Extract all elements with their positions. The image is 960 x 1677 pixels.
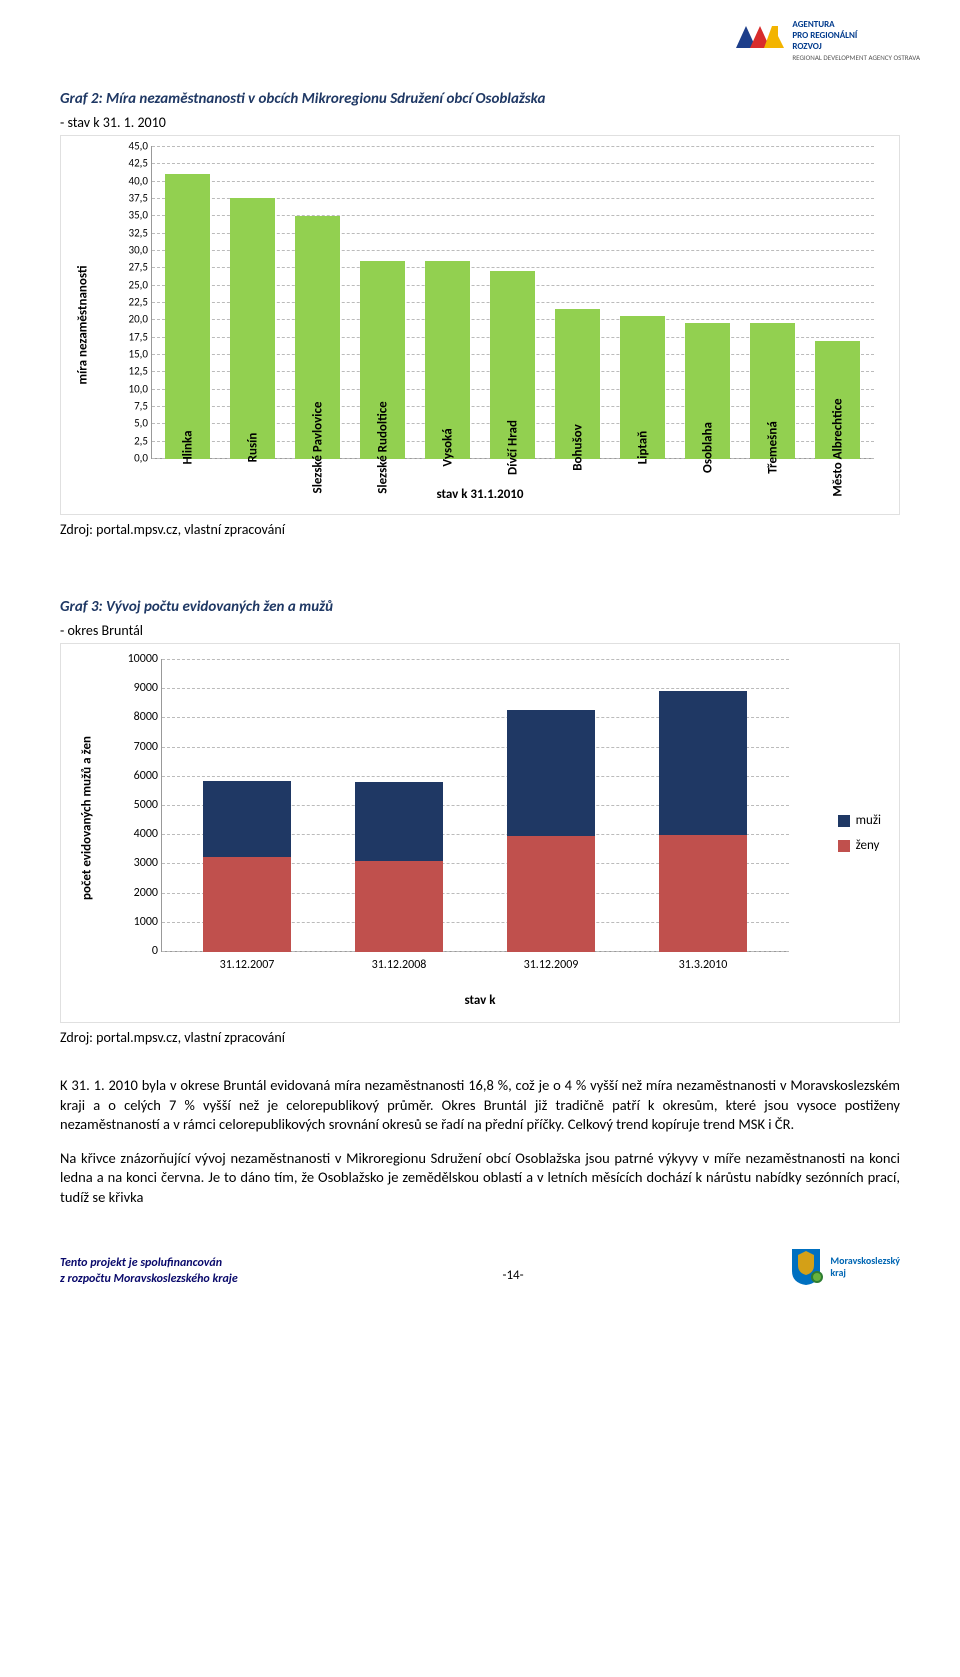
chart1-bar: Bohušov [555,309,601,459]
chart1: míra nezaměstnanosti 0,0 2,5 5,0 7,5 10,0 12,… [60,135,900,515]
arr-logo-mark [736,20,786,54]
chart1-bar: Hlinka [165,174,211,459]
chart1-subtitle: - stav k 31. 1. 2010 [60,114,900,131]
chart1-ytick: 22,5 [129,296,148,309]
chart2: počet evidovaných mužů a žen 0 1000 2000 30… [60,643,900,1023]
chart2-ytick: 5000 [134,798,158,812]
arr-logo-text-3: ROZVOJ [792,42,920,53]
chart1-bar: Vysoká [425,261,471,459]
chart1-ytick: 7,5 [134,400,148,413]
legend-item: ženy [838,838,881,853]
chart2-segment-muži [507,710,595,836]
chart2-ytick: 2000 [134,886,158,900]
chart1-ytick: 45,0 [129,140,148,153]
chart2-ytick: 6000 [134,769,158,783]
chart1-ytick: 15,0 [129,348,148,361]
paragraph-2: Na křivce znázorňující vývoj nezaměstnan… [60,1149,900,1208]
paragraph-1: K 31. 1. 2010 byla v okrese Bruntál evid… [60,1076,900,1135]
chart1-bar: Rusín [230,198,276,459]
chart2-ytick: 8000 [134,710,158,724]
arr-logo-text-2: PRO REGIONÁLNÍ [792,31,920,42]
chart2-segment-muži [659,691,747,835]
chart2-ytick: 1000 [134,915,158,929]
chart1-bar-label: Třemešná [765,421,780,474]
chart1-bar-label: Bohušov [570,424,585,471]
chart2-xcat: 31.12.2008 [372,958,427,972]
header-logo: AGENTURA PRO REGIONÁLNÍ ROZVOJ REGIONAL … [736,20,920,62]
chart2-ytick: 7000 [134,740,158,754]
chart1-bar-label: Slezské Rudoltice [375,401,390,493]
legend-swatch [838,840,850,852]
chart1-ytick: 40,0 [129,174,148,187]
footer-line2: z rozpočtu Moravskoslezského kraje [60,1272,238,1288]
chart1-bar: Město Albrechtice [815,341,861,459]
chart2-subtitle: - okres Bruntál [60,622,900,639]
chart1-source: Zdroj: portal.mpsv.cz, vlastní zpracován… [60,521,900,538]
chart2-source: Zdroj: portal.mpsv.cz, vlastní zpracován… [60,1029,900,1046]
chart2-segment-ženy [507,836,595,952]
chart1-ytick: 5,0 [134,417,148,430]
chart1-ytick: 42,5 [129,157,148,170]
arr-logo-sub: REGIONAL DEVELOPMENT AGENCY OSTRAVA [792,53,920,62]
chart2-ytick: 9000 [134,681,158,695]
chart1-ytick: 20,0 [129,313,148,326]
chart1-bar-label: Hlinka [180,430,195,464]
chart1-ytick: 37,5 [129,192,148,205]
chart1-bar: Třemešná [750,323,796,459]
chart1-bar: Dívčí Hrad [490,271,536,459]
chart1-bar-label: Vysoká [440,428,455,466]
chart1-bar: Liptaň [620,316,666,459]
chart2-segment-muži [355,782,443,861]
chart1-xlabel: stav k 31.1.2010 [437,487,524,502]
legend-label: muži [856,813,881,828]
chart1-bar: Osoblaha [685,323,731,459]
chart2-segment-ženy [355,861,443,952]
chart1-title: Graf 2: Míra nezaměstnanosti v obcích Mi… [60,90,900,108]
chart2-legend: muži ženy [838,803,881,863]
chart1-ytick: 27,5 [129,261,148,274]
chart1-ytick: 2,5 [134,434,148,447]
chart1-bar: Slezské Rudoltice [360,261,406,459]
footer-logo-text2: kraj [830,1267,900,1279]
footer-line1: Tento projekt je spolufinancován [60,1256,238,1272]
legend-item: muži [838,813,881,828]
footer-logo: Moravskoslezský kraj [788,1247,900,1287]
chart2-ytick: 10000 [128,652,158,666]
legend-swatch [838,815,850,827]
chart2-ytick: 4000 [134,827,158,841]
chart1-bar: Slezské Pavlovice [295,216,341,459]
chart1-bar-label: Rusín [245,433,260,463]
chart1-ytick: 32,5 [129,226,148,239]
chart1-ytick: 10,0 [129,382,148,395]
chart1-bar-label: Dívčí Hrad [505,420,520,475]
chart1-bar-label: Osoblaha [700,422,715,473]
chart2-segment-muži [203,781,291,857]
chart2-ytick: 0 [152,944,158,958]
chart2-title: Graf 3: Vývoj počtu evidovaných žen a mu… [60,598,900,616]
chart1-ytick: 17,5 [129,330,148,343]
chart2-ylabel: počet evidovaných mužů a žen [80,736,95,900]
chart2-xcat: 31.12.2009 [524,958,579,972]
chart2-ytick: 3000 [134,856,158,870]
chart1-ytick: 30,0 [129,244,148,257]
chart1-ytick: 35,0 [129,209,148,222]
chart2-segment-ženy [659,835,747,952]
chart1-ytick: 12,5 [129,365,148,378]
chart1-bar-label: Slezské Pavlovice [310,402,325,494]
chart1-bar-label: Město Albrechtice [830,398,845,496]
page-number: -14- [502,1268,523,1283]
legend-label: ženy [856,838,880,853]
chart2-xlabel: stav k [465,993,496,1008]
chart2-xcat: 31.3.2010 [679,958,728,972]
chart1-ylabel: míra nezaměstnanosti [76,266,91,385]
chart2-xcat: 31.12.2007 [220,958,275,972]
chart1-bar-label: Liptaň [635,431,650,464]
chart2-segment-ženy [203,857,291,952]
chart1-ytick: 25,0 [129,278,148,291]
footer: Tento projekt je spolufinancován z rozpo… [60,1247,900,1287]
chart1-ytick: 0,0 [134,452,148,465]
